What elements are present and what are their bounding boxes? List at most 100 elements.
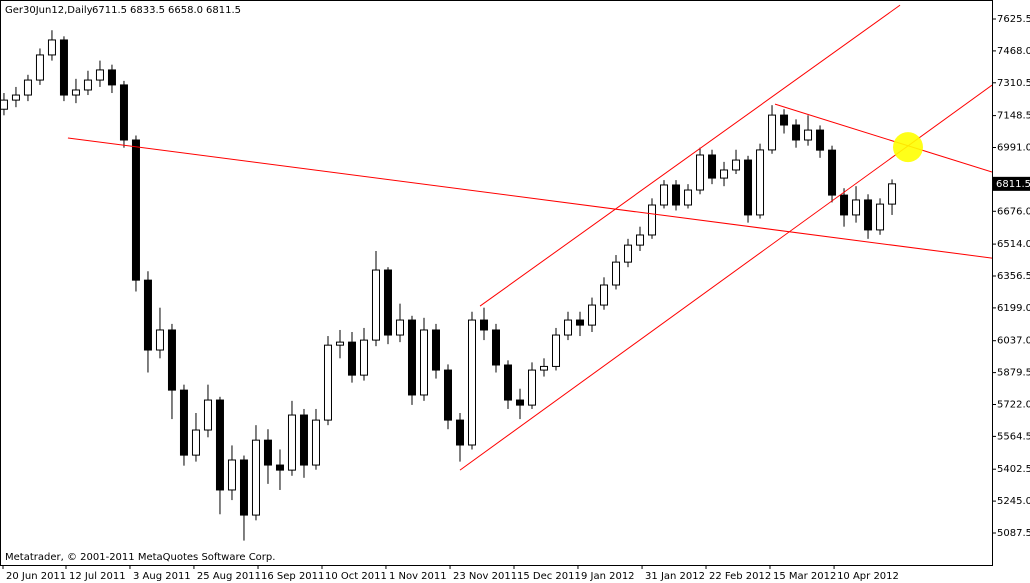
candle-body (660, 184, 669, 206)
y-tick-label: 6514.0 (997, 239, 1030, 250)
watermark: Metatrader, © 2001-2011 MetaQuotes Softw… (5, 552, 275, 563)
candle-body (311, 419, 320, 466)
candle-body (143, 279, 152, 351)
candle-body (431, 329, 440, 371)
candle-body (215, 399, 224, 491)
candle-body (648, 204, 657, 236)
candle-body (792, 124, 801, 141)
candle-body (299, 414, 308, 466)
candle-body (359, 339, 368, 376)
candle-body (119, 84, 128, 141)
candle-body (203, 399, 212, 431)
candle-body (780, 114, 789, 126)
price-box (993, 176, 1030, 191)
candle-body (11, 94, 20, 101)
candle-body (888, 183, 897, 205)
candle-body (455, 419, 464, 446)
y-tick-label: 6676.0 (997, 206, 1030, 217)
candle-body (552, 334, 561, 367)
candle-body (504, 364, 513, 401)
candle-body (131, 139, 140, 281)
candle-body (95, 69, 104, 81)
x-tick-label: 9 Jan 2012 (581, 571, 635, 582)
candle-body (564, 319, 573, 336)
candle-body (756, 149, 765, 216)
candle-body (600, 284, 609, 306)
candle-body (347, 341, 356, 376)
candle-body (479, 319, 488, 331)
x-tick-label: 22 Feb 2012 (709, 571, 771, 582)
candle-body (840, 194, 849, 216)
y-tick-label: 7468.0 (997, 46, 1030, 57)
y-tick-label: 5087.5 (997, 528, 1030, 539)
ohlc-label: 6811.5 (206, 5, 241, 16)
candle-body (191, 429, 200, 456)
candle-body (540, 365, 549, 371)
candle-body (612, 261, 621, 286)
y-tick-label: 6199.0 (997, 303, 1030, 314)
price-label: 6811.5 (996, 179, 1030, 190)
candle-body (263, 439, 272, 466)
candle-body (732, 159, 741, 171)
candle-body (83, 79, 92, 91)
candle-body (804, 129, 813, 141)
x-tick-label: 31 Jan 2012 (645, 571, 705, 582)
candle-body (684, 189, 693, 206)
y-tick-label: 5402.5 (997, 464, 1030, 475)
candle-body (876, 203, 885, 231)
x-tick-label: 10 Apr 2012 (837, 571, 899, 582)
candle-body (443, 369, 452, 421)
candle-body (155, 329, 164, 351)
candle-body (251, 439, 260, 516)
candle-body (47, 39, 56, 56)
candle-body (816, 129, 825, 151)
y-tick-label: 5879.5 (997, 368, 1030, 379)
candle-body (516, 399, 525, 406)
candle-body (588, 304, 597, 326)
x-tick-label: 16 Sep 2011 (261, 571, 324, 582)
candle-body (576, 319, 585, 326)
x-tick-label: 10 Oct 2011 (325, 571, 387, 582)
trend-line (479, 4, 901, 307)
ohlc-label: 6711.5 (92, 5, 127, 16)
candle-body (275, 464, 284, 471)
ohlc-label: 6658.0 (168, 5, 203, 16)
y-tick-label: 5245.0 (997, 496, 1030, 507)
candle-body (239, 459, 248, 516)
plot-area (0, 4, 992, 541)
candle-body (167, 329, 176, 391)
highlight-marker (892, 132, 923, 163)
candle-body (59, 39, 68, 96)
y-tick-label: 7310.5 (997, 78, 1030, 89)
x-tick-label: 3 Aug 2011 (133, 571, 191, 582)
candle-body (492, 329, 500, 366)
candle-body (335, 341, 344, 346)
candle-body (35, 54, 44, 81)
x-tick-label: 12 Jul 2011 (69, 571, 126, 582)
candle-body (179, 389, 188, 456)
trend-line (774, 103, 992, 173)
y-tick-label: 7148.5 (997, 111, 1030, 122)
candle-body (624, 244, 633, 263)
candle-body (23, 79, 32, 96)
candle-body (383, 269, 392, 336)
candle-body (467, 319, 476, 446)
y-tick-label: 6991.0 (997, 142, 1030, 153)
candle-body (371, 269, 380, 341)
y-tick-label: 6037.0 (997, 336, 1030, 347)
candle-body (287, 414, 296, 471)
candle-body (828, 149, 837, 196)
candle-body (696, 154, 705, 191)
x-tick-label: 15 Mar 2012 (773, 571, 836, 582)
ohlc-label: 6833.5 (130, 5, 165, 16)
candle-body (407, 319, 416, 396)
candle-body (323, 344, 332, 421)
chart-title: Ger30Jun12,Daily (5, 5, 93, 16)
y-tick-label: 5564.5 (997, 431, 1030, 442)
x-tick-label: 25 Aug 2011 (197, 571, 261, 582)
candle-body (528, 369, 537, 406)
x-tick-label: 23 Nov 2011 (453, 571, 517, 582)
y-tick-label: 7625.5 (997, 14, 1030, 25)
